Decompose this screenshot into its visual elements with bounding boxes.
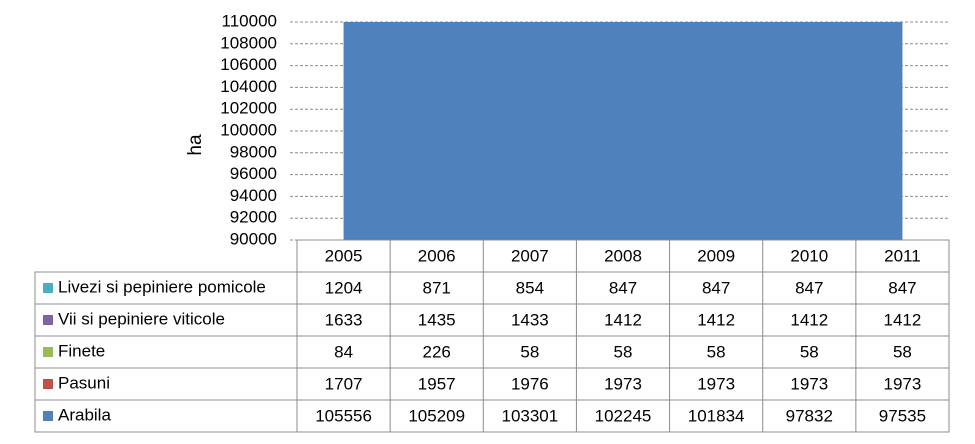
x-tick-label: 2008 [604,246,642,265]
table-cell [34,399,950,433]
y-tick-label: 92000 [230,208,277,227]
legend-label: Finete [58,341,105,360]
table-value: 84 [334,342,353,361]
grid: 90000 92000 94000 96000 98000 100000 102000 104… [220,11,949,248]
x-tick-label: 2010 [790,246,828,265]
table-value: 58 [800,342,819,361]
table-value: 1412 [604,310,642,329]
table-value: 1973 [604,374,642,393]
table-value: 1204 [325,278,363,297]
table-value: 847 [888,278,916,297]
y-tick-label: 110000 [222,11,277,30]
table-value: 103301 [501,406,558,425]
y-tick-label: 106000 [220,55,277,74]
table-value: 97535 [879,406,926,425]
y-tick-label: 100000 [220,120,277,139]
y-tick-label: 90000 [230,229,277,248]
y-tick-label: 104000 [220,77,277,96]
y-tick-label: 96000 [230,164,277,183]
table-value: 58 [614,342,633,361]
x-tick-label: 2007 [511,246,549,265]
table-value: 1435 [418,310,456,329]
data-table: 2005 2006 2007 2008 2009 2010 2011 Livezi si pe… [34,239,950,433]
table-value: 226 [423,342,451,361]
x-tick-label: 2006 [418,246,456,265]
table-value: 1433 [511,310,549,329]
table-value: 854 [516,278,544,297]
table-value: 1973 [697,374,735,393]
table-value: 1633 [325,310,363,329]
legend-key [43,347,53,357]
table-value: 97832 [786,406,833,425]
legend-key [43,283,53,293]
table-value: 1957 [418,374,456,393]
table-value: 1412 [790,310,828,329]
table-value: 1973 [790,374,828,393]
legend-label: Vii si pepiniere viticole [58,309,225,328]
table-value: 101834 [688,406,745,425]
y-tick-label: 94000 [230,186,277,205]
legend-label: Livezi si pepiniere pomicole [58,277,266,296]
x-tick-label: 2009 [697,246,735,265]
area [343,22,903,240]
table-value: 105209 [408,406,465,425]
table-value: 847 [795,278,823,297]
x-tick-label: 2005 [325,246,363,265]
table-value: 58 [707,342,726,361]
table-value: 58 [520,342,539,361]
legend-label: Pasuni [58,373,110,392]
x-tick-label: 2011 [884,246,921,265]
legend-key [43,315,53,325]
y-tick-label: 108000 [220,33,277,52]
table-value: 105556 [315,406,372,425]
table-value: 58 [893,342,912,361]
table-value: 847 [702,278,730,297]
y-tick-label: 102000 [220,99,277,118]
legend-key [43,379,53,389]
table-value: 1707 [325,374,363,393]
legend-label: Arabila [58,405,111,424]
table-value: 1973 [884,374,922,393]
table-value: 1412 [697,310,735,329]
table-value: 1976 [511,374,549,393]
y-tick-label: 98000 [230,142,277,161]
table-value: 847 [609,278,637,297]
plot-area [343,22,903,240]
legend-key [43,411,53,421]
table-value: 102245 [595,406,652,425]
table-value: 1412 [884,310,922,329]
y-axis-label: ha [185,134,206,156]
table-value: 871 [423,278,451,297]
